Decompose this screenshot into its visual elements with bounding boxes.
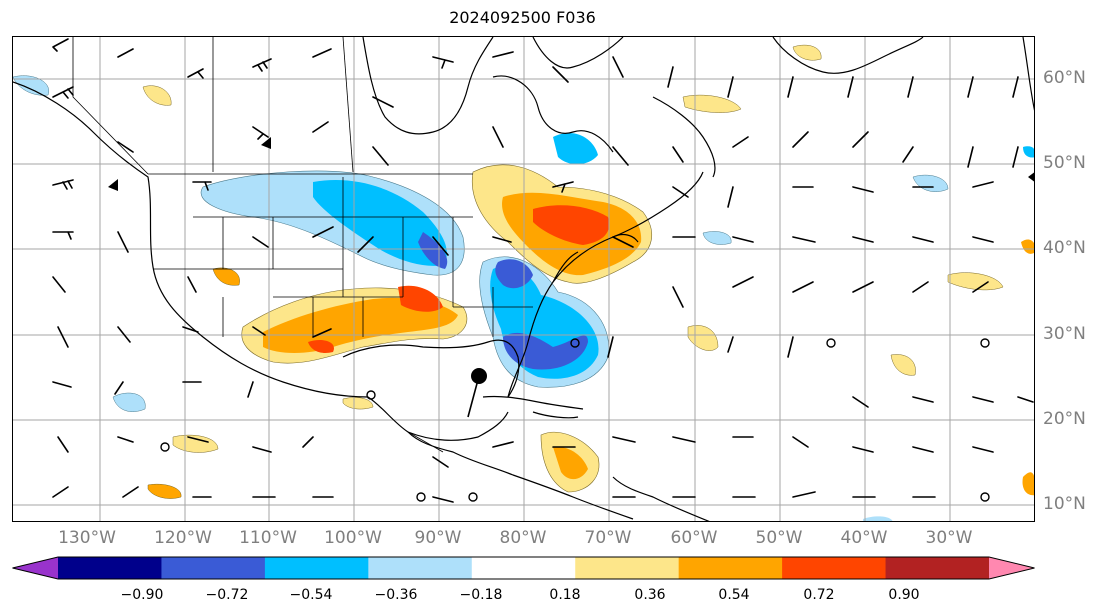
colorbar-segment bbox=[471, 557, 576, 579]
positive-anomaly-patch bbox=[1021, 239, 1034, 254]
lon-label: 40°W bbox=[840, 528, 888, 548]
wind-barbs bbox=[52, 38, 1034, 503]
positive-anomaly-patch bbox=[142, 85, 172, 106]
lat-label: 30°N bbox=[1043, 324, 1086, 344]
colorbar-segment bbox=[264, 557, 369, 579]
tropical-cyclone bbox=[467, 368, 487, 418]
lon-label: 110°W bbox=[239, 528, 297, 548]
lat-label: 10°N bbox=[1043, 494, 1086, 514]
lon-label: 30°W bbox=[925, 528, 973, 548]
lat-label: 60°N bbox=[1043, 68, 1086, 88]
positive-anomaly-patch bbox=[342, 397, 374, 410]
colorbar-tick-label: 0.90 bbox=[888, 587, 920, 603]
map-canvas bbox=[13, 37, 1034, 521]
negative-anomaly-patch bbox=[863, 516, 893, 521]
colorbar-segment bbox=[885, 557, 990, 579]
wind-barb-flags bbox=[108, 137, 1034, 191]
colorbar-tick-label: −0.36 bbox=[374, 587, 418, 603]
colorbar-segment bbox=[575, 557, 680, 579]
coastlines bbox=[13, 37, 1034, 521]
positive-anomaly-patch bbox=[212, 267, 240, 286]
negative-anomaly-patch bbox=[912, 174, 949, 192]
lon-label: 80°W bbox=[499, 528, 547, 548]
gridlines bbox=[13, 37, 1034, 521]
political-borders bbox=[72, 37, 533, 453]
negative-anomaly-patch bbox=[112, 392, 146, 412]
lon-label: 50°W bbox=[755, 528, 803, 548]
colorbar-tick-label: −0.72 bbox=[205, 587, 249, 603]
lat-label: 40°N bbox=[1043, 238, 1086, 258]
positive-anomaly-patch bbox=[947, 272, 1004, 291]
negative-anomaly-core-plains bbox=[313, 180, 447, 266]
colorbar-segment bbox=[161, 557, 266, 579]
colorbar-tick-label: −0.18 bbox=[459, 587, 503, 603]
lon-label: 120°W bbox=[154, 528, 212, 548]
negative-anomaly-patch bbox=[13, 75, 49, 96]
positive-anomaly-patch bbox=[687, 325, 719, 351]
positive-anomaly-patch bbox=[172, 434, 219, 453]
positive-anomaly-core-caribbean bbox=[553, 446, 588, 480]
colorbar bbox=[12, 556, 1035, 580]
colorbar-extend-min bbox=[12, 557, 58, 579]
lon-label: 60°W bbox=[670, 528, 718, 548]
negative-anomaly-patch bbox=[702, 231, 732, 245]
colorbar-tick-label: 0.54 bbox=[718, 587, 750, 603]
positive-anomaly-patch bbox=[1022, 472, 1034, 496]
negative-anomaly-area-quebec bbox=[553, 133, 598, 165]
positive-anomaly-patch bbox=[890, 354, 916, 376]
lon-label: 70°W bbox=[584, 528, 632, 548]
lon-label: 90°W bbox=[414, 528, 462, 548]
colorbar-tick-label: −0.90 bbox=[120, 587, 164, 603]
colorbar-extend-max bbox=[989, 557, 1035, 579]
colorbar-tick-label: 0.36 bbox=[634, 587, 666, 603]
positive-anomaly-patch bbox=[147, 483, 182, 499]
colorbar-segment bbox=[58, 557, 162, 579]
positive-anomaly-core-texas bbox=[263, 297, 458, 353]
colorbar-tick-label: −0.54 bbox=[289, 587, 333, 603]
colorbar-tick-label: 0.72 bbox=[803, 587, 835, 603]
positive-anomaly-max-northeast bbox=[533, 205, 610, 245]
positive-anomaly-patch bbox=[792, 44, 822, 61]
lon-label: 130°W bbox=[58, 528, 116, 548]
calm-wind-markers bbox=[160, 338, 990, 502]
negative-anomaly-patch bbox=[1023, 146, 1034, 158]
lat-label: 20°N bbox=[1043, 409, 1086, 429]
positive-anomaly-patch bbox=[682, 94, 742, 113]
negative-anomaly-max-plains bbox=[418, 232, 448, 269]
colorbar-tick-label: 0.18 bbox=[549, 587, 581, 603]
map-panel[interactable] bbox=[12, 36, 1035, 522]
colorbar-segment bbox=[678, 557, 783, 579]
colorbar-outline bbox=[12, 556, 1035, 580]
lon-label: 100°W bbox=[324, 528, 382, 548]
map-title: 2024092500 F036 bbox=[449, 8, 596, 27]
colorbar-segment bbox=[782, 557, 887, 579]
cyclone-center-icon bbox=[471, 368, 487, 384]
positive-anomaly-max-texas bbox=[308, 285, 443, 353]
colorbar-segment bbox=[368, 557, 473, 579]
lat-label: 50°N bbox=[1043, 153, 1086, 173]
